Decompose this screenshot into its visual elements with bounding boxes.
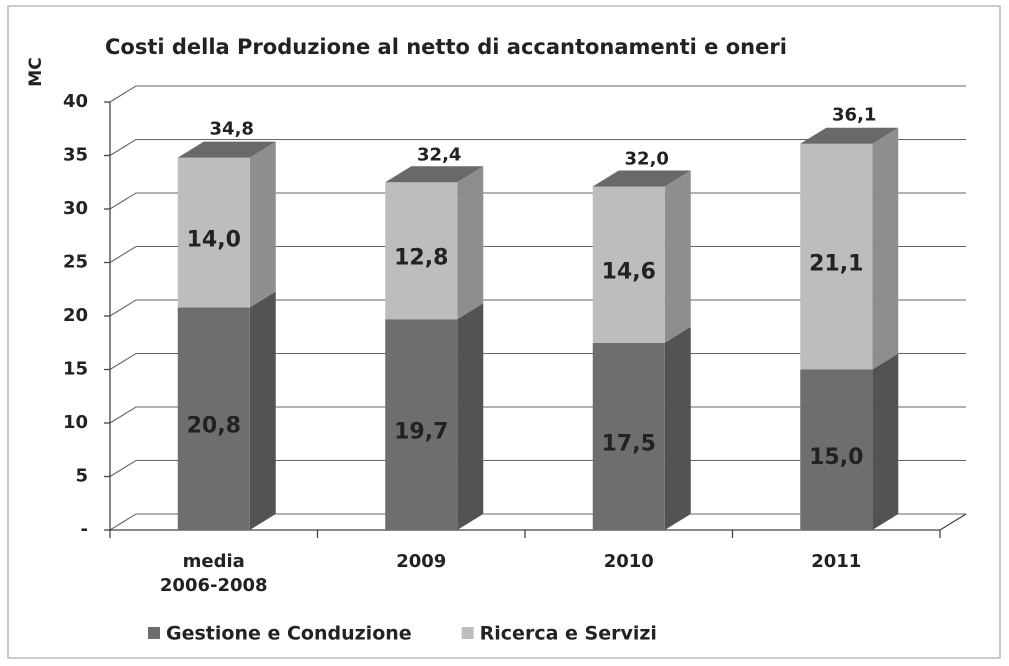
total-label: 32,0 [625, 149, 669, 170]
y-tick-label: 25 [63, 252, 88, 273]
y-tick-label: 15 [63, 359, 88, 380]
y-tick-label: - [81, 519, 88, 540]
bar-side [249, 141, 276, 308]
bar-side [872, 353, 899, 530]
bar-top [385, 166, 484, 183]
bar [592, 186, 665, 343]
total-label: 32,4 [417, 144, 461, 165]
y-tick-label: 20 [63, 305, 88, 326]
value-label: 19,7 [394, 420, 448, 445]
bar-side [664, 170, 691, 343]
value-label: 20,8 [187, 414, 241, 439]
bar [592, 342, 665, 530]
legend-swatch [461, 627, 474, 639]
bar-side [872, 127, 899, 370]
value-label: 12,8 [394, 246, 448, 271]
bar-side [249, 291, 276, 530]
y-tick-label: 5 [75, 466, 88, 487]
total-label: 36,1 [832, 105, 876, 126]
x-axis-back [939, 513, 967, 531]
grid-line [109, 85, 966, 103]
chart-title: Costi della Produzione al netto di accan… [105, 35, 787, 59]
y-tick-label: 10 [63, 412, 88, 433]
y-axis-label: MC [26, 57, 46, 86]
value-label: 21,1 [809, 252, 863, 277]
x-tick-label: media 2006-2008 [159, 551, 268, 596]
value-label: 15,0 [809, 445, 863, 470]
bar-side [457, 303, 484, 530]
legend-swatch [148, 627, 160, 639]
bar [385, 319, 458, 530]
bar [177, 307, 250, 530]
bar-top [177, 141, 276, 158]
value-label: 14,0 [187, 228, 241, 253]
x-tick-label: 2011 [811, 551, 862, 572]
bar [177, 157, 250, 308]
bar-top [592, 170, 691, 187]
bar [800, 369, 873, 530]
legend-label: Ricerca e Servizi [480, 623, 657, 645]
bar [385, 182, 458, 320]
bar-top [800, 127, 899, 144]
bar [800, 143, 873, 370]
grid-line [109, 138, 966, 156]
y-tick-label: 40 [63, 91, 88, 112]
bar-side [664, 326, 691, 530]
y-tick-label: 35 [63, 145, 88, 166]
total-label: 34,8 [210, 119, 254, 140]
y-tick-label: 30 [63, 198, 88, 219]
value-label: 14,6 [602, 260, 656, 285]
value-label: 17,5 [602, 431, 656, 456]
x-tick-label: 2010 [603, 551, 654, 572]
x-tick-label: 2009 [396, 551, 447, 572]
legend-label: Gestione e Conduzione [166, 623, 412, 645]
bar-side [457, 166, 484, 320]
